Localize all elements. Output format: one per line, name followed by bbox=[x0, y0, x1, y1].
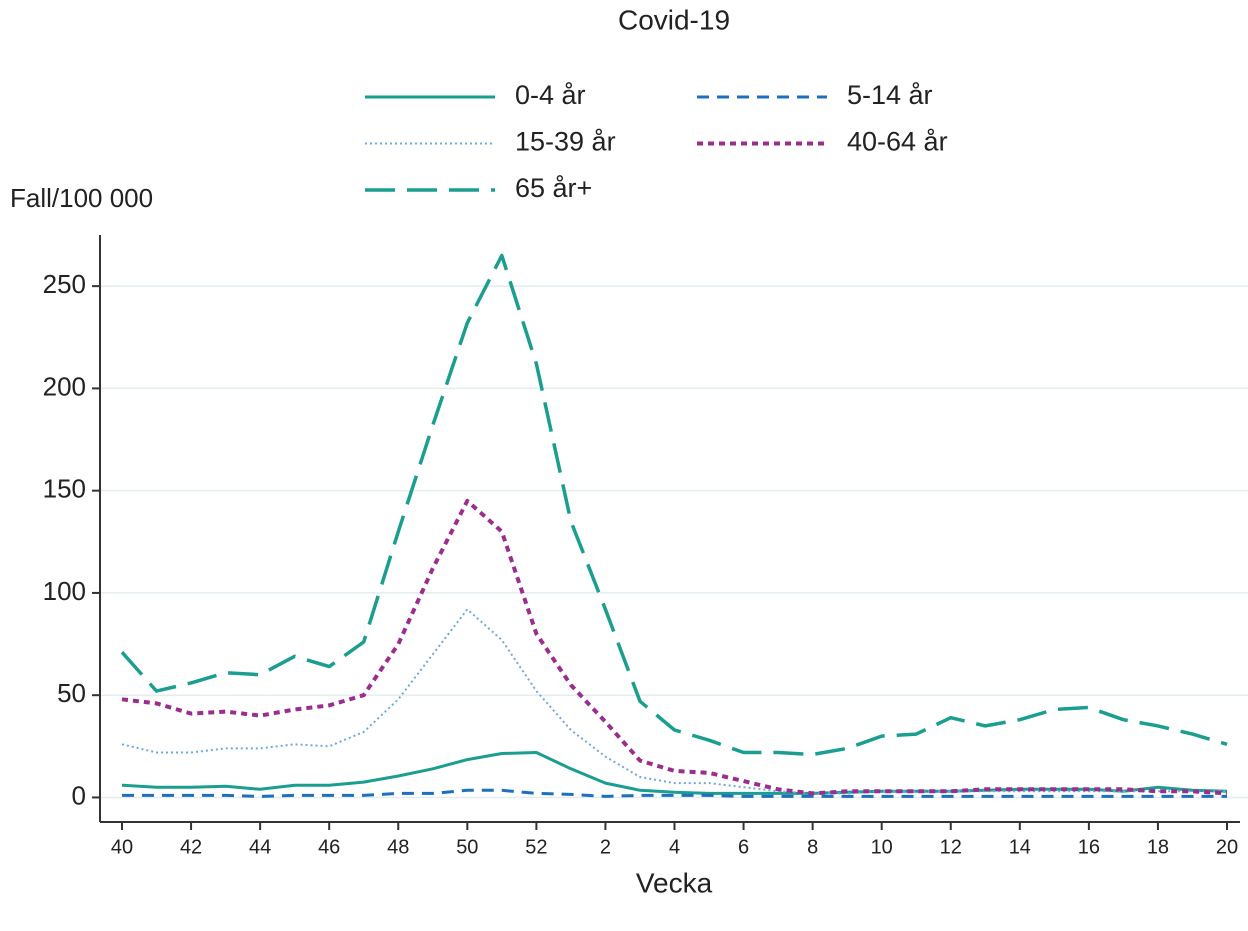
y-axis-label: Fall/100 000 bbox=[10, 183, 153, 213]
series-line bbox=[121, 751, 1228, 795]
series-line bbox=[122, 788, 1227, 798]
x-tick-label: 42 bbox=[180, 836, 202, 858]
y-tick-label: 100 bbox=[43, 576, 86, 606]
chart-title: Covid-19 bbox=[618, 4, 730, 35]
y-tick-label: 50 bbox=[57, 678, 86, 708]
x-tick-label: 46 bbox=[318, 836, 340, 858]
y-tick-label: 150 bbox=[43, 474, 86, 504]
x-tick-label: 18 bbox=[1147, 836, 1169, 858]
x-tick-label: 8 bbox=[807, 836, 818, 858]
x-axis-label: Vecka bbox=[636, 867, 713, 898]
series-line bbox=[121, 608, 1227, 795]
x-tick-label: 40 bbox=[111, 836, 133, 858]
x-tick-label: 20 bbox=[1216, 836, 1238, 858]
y-tick-label: 200 bbox=[43, 371, 86, 401]
y-tick-label: 250 bbox=[43, 269, 86, 299]
legend-label: 15-39 år bbox=[515, 127, 616, 157]
legend-label: 0-4 år bbox=[515, 80, 586, 110]
series-line bbox=[121, 498, 1228, 796]
x-tick-label: 52 bbox=[525, 836, 547, 858]
x-tick-label: 44 bbox=[249, 836, 271, 858]
series-line bbox=[120, 253, 1228, 757]
x-tick-label: 2 bbox=[600, 836, 611, 858]
x-tick-label: 48 bbox=[387, 836, 409, 858]
legend-label: 40-64 år bbox=[847, 127, 948, 157]
x-tick-label: 50 bbox=[456, 836, 478, 858]
x-tick-label: 16 bbox=[1078, 836, 1100, 858]
x-tick-label: 4 bbox=[669, 836, 680, 858]
y-tick-label: 0 bbox=[72, 780, 86, 810]
x-tick-label: 6 bbox=[738, 836, 749, 858]
x-tick-label: 12 bbox=[940, 836, 962, 858]
legend-label: 5-14 år bbox=[847, 80, 933, 110]
x-tick-label: 10 bbox=[871, 836, 893, 858]
legend-label: 65 år+ bbox=[515, 173, 592, 203]
x-tick-label: 14 bbox=[1009, 836, 1031, 858]
